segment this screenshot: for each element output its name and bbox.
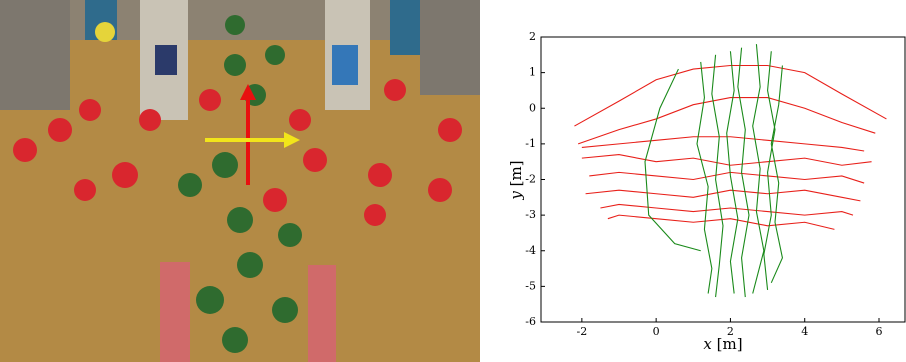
x-tick-label: 4 [801,325,808,338]
x-symbol: x [703,335,712,353]
photo-crowd-green [178,15,302,353]
y-tick-label: -2 [525,173,536,186]
photo-crowd-red [13,79,462,226]
photo-arrowhead [240,84,256,100]
y-tick-label: -6 [525,315,536,328]
plot-frame [540,36,906,323]
photo-escalator [160,262,190,362]
trajectory [581,136,865,152]
trajectory [607,214,835,230]
y-tick-label: 1 [529,66,536,79]
trajectory [696,61,713,294]
trajectory [581,154,872,166]
y-symbol: y [507,191,525,201]
photo-escalator [308,265,336,362]
y-tick-label: -5 [525,279,536,292]
trajectory [752,44,765,294]
photo-poster [332,45,358,85]
x-tick-label: 6 [876,325,883,338]
trajectory [711,54,724,298]
x-unit: [m] [717,335,743,353]
trajectory [589,171,865,184]
x-axis-label: x [m] [703,335,742,353]
trajectory [726,51,739,294]
y-axis-label: y [m] [507,160,525,200]
photo-wall-right [420,0,480,95]
photo-wall-left [0,0,70,110]
trajectory [600,203,854,216]
y-unit: [m] [507,160,525,186]
photo-door [390,0,420,55]
trajectory [763,51,776,290]
trajectory [577,97,876,145]
y-tick-label: 0 [529,101,536,114]
x-tick-label: 0 [653,325,660,338]
x-tick-label: 2 [727,325,734,338]
trajectory [585,189,861,202]
photo-poster [155,45,177,75]
y-tick-label: -4 [525,244,536,257]
photo-arrowhead [284,132,300,148]
trajectory [737,47,750,298]
photo [0,0,480,362]
trajectory [574,64,887,127]
trajectory [644,68,701,252]
y-tick-label: -3 [525,208,536,221]
trajectory [770,65,784,284]
y-tick-label: -1 [525,137,536,150]
y-tick-label: 2 [529,30,536,43]
photo-person [95,22,115,42]
x-tick-label: -2 [576,325,587,338]
